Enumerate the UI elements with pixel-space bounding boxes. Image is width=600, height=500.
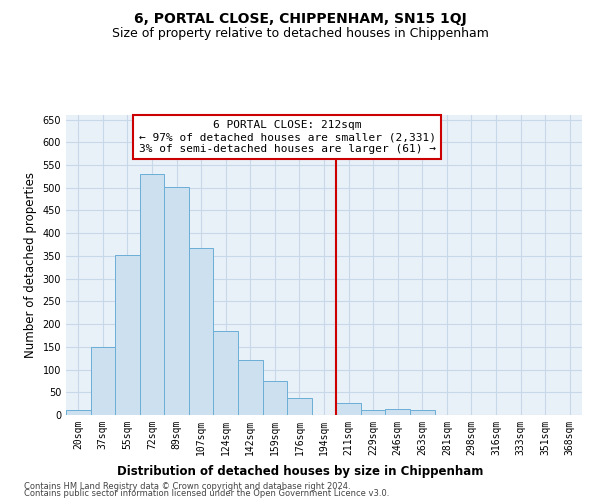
- Bar: [263, 381, 287, 415]
- Bar: [66, 410, 91, 415]
- Bar: [115, 255, 140, 415]
- Bar: [385, 409, 410, 415]
- Bar: [214, 331, 238, 415]
- Y-axis label: Number of detached properties: Number of detached properties: [24, 172, 37, 358]
- Bar: [140, 174, 164, 415]
- Bar: [189, 248, 214, 415]
- Text: Distribution of detached houses by size in Chippenham: Distribution of detached houses by size …: [117, 464, 483, 477]
- Bar: [287, 398, 312, 415]
- Bar: [91, 347, 115, 415]
- Bar: [336, 403, 361, 415]
- Text: Contains HM Land Registry data © Crown copyright and database right 2024.: Contains HM Land Registry data © Crown c…: [24, 482, 350, 491]
- Bar: [410, 410, 434, 415]
- Bar: [361, 410, 385, 415]
- Text: 6, PORTAL CLOSE, CHIPPENHAM, SN15 1QJ: 6, PORTAL CLOSE, CHIPPENHAM, SN15 1QJ: [134, 12, 466, 26]
- Bar: [238, 360, 263, 415]
- Text: 6 PORTAL CLOSE: 212sqm
← 97% of detached houses are smaller (2,331)
3% of semi-d: 6 PORTAL CLOSE: 212sqm ← 97% of detached…: [139, 120, 436, 154]
- Bar: [164, 187, 189, 415]
- Text: Contains public sector information licensed under the Open Government Licence v3: Contains public sector information licen…: [24, 489, 389, 498]
- Text: Size of property relative to detached houses in Chippenham: Size of property relative to detached ho…: [112, 28, 488, 40]
